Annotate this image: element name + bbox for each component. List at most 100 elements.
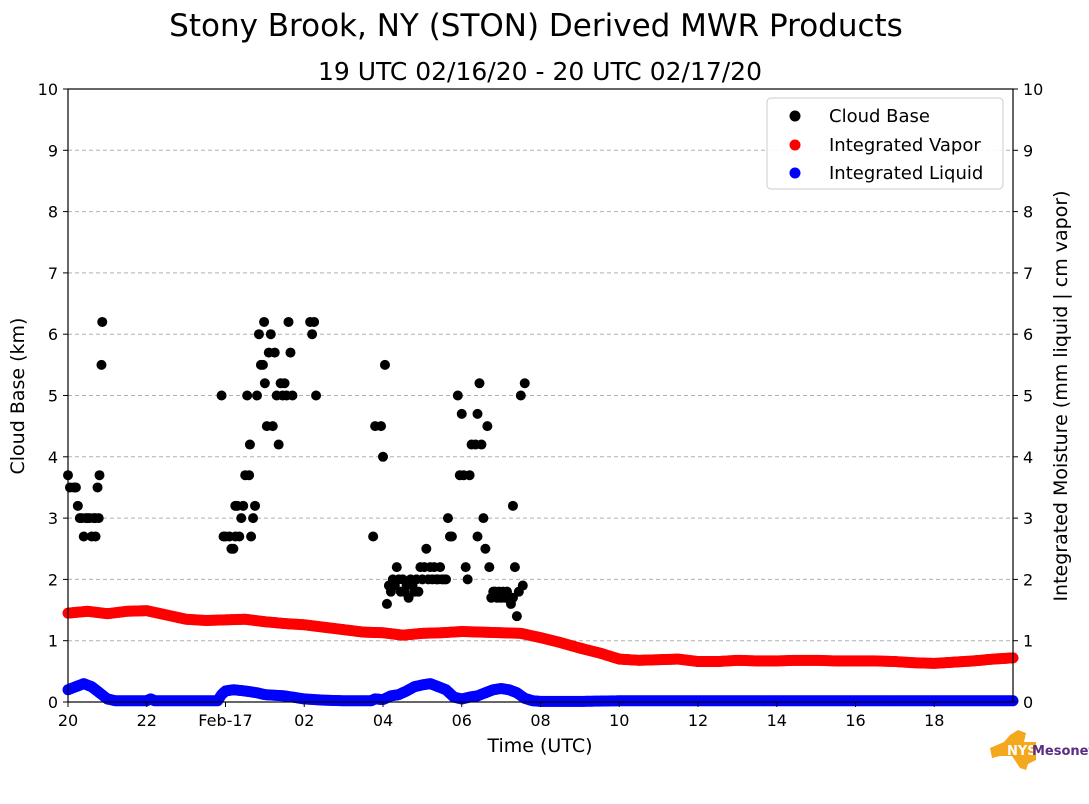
cloud-base-point — [421, 543, 432, 554]
cloud-base-point — [93, 513, 104, 524]
cloud-base-point — [70, 482, 81, 493]
legend-marker-integrated-vapor — [789, 139, 801, 151]
y-tick-label-left: 10 — [38, 80, 58, 99]
logo-mesonet-text: Mesonet — [1032, 744, 1089, 759]
cloud-base-point — [446, 531, 457, 542]
y-tick-label-right: 8 — [1023, 203, 1033, 222]
cloud-base-point — [452, 390, 463, 401]
y-tick-label-right: 1 — [1023, 632, 1033, 651]
cloud-base-point — [273, 439, 284, 450]
cloud-base-point — [248, 513, 259, 524]
cloud-base-point — [259, 378, 270, 389]
grid — [68, 149, 1013, 642]
cloud-base-point — [246, 531, 257, 542]
y-tick-label-left: 2 — [48, 570, 58, 589]
cloud-base-point — [507, 500, 518, 511]
cloud-base-point — [92, 482, 103, 493]
y-tick-label-left: 8 — [48, 203, 58, 222]
legend-marker-cloud-base — [789, 110, 801, 122]
y-tick-label-right: 2 — [1023, 570, 1033, 589]
cloud-base-point — [253, 329, 264, 340]
cloud-base-point — [517, 580, 528, 591]
y-tick-label-left: 9 — [48, 141, 58, 160]
cloud-base-point — [78, 531, 89, 542]
integrated-liquid-series — [62, 678, 1019, 707]
x-tick-label: 06 — [452, 711, 472, 730]
cloud-base-point — [72, 500, 83, 511]
y-tick-label-right: 7 — [1023, 264, 1033, 283]
cloud-base-point — [464, 470, 475, 481]
x-tick-label: 22 — [137, 711, 157, 730]
cloud-base-point — [250, 500, 261, 511]
cloud-base-point — [244, 439, 255, 450]
cloud-base-point — [476, 439, 487, 450]
cloud-base-point — [460, 562, 471, 573]
cloud-base-point — [474, 378, 485, 389]
y-tick-label-right: 9 — [1023, 141, 1033, 160]
cloud-base-point — [376, 421, 387, 432]
cloud-base-point — [462, 574, 473, 585]
cloud-base-point — [283, 316, 294, 327]
cloud-base-point — [482, 421, 493, 432]
cloud-base-point — [269, 347, 280, 358]
cloud-base-point — [472, 531, 483, 542]
cloud-base-point — [287, 390, 298, 401]
cloud-base-point — [456, 408, 467, 419]
x-tick-label: 18 — [924, 711, 944, 730]
y-axis-right-label: Integrated Moisture (mm liquid | cm vapo… — [1050, 190, 1072, 601]
x-tick-label: 10 — [609, 711, 629, 730]
cloud-base-point — [391, 562, 402, 573]
y-tick-label-right: 0 — [1023, 693, 1033, 712]
cloud-base-point — [236, 513, 247, 524]
x-axis-label: Time (UTC) — [486, 735, 592, 757]
cloud-base-point — [97, 316, 108, 327]
cloud-base-point — [279, 378, 290, 389]
cloud-base-point — [242, 390, 253, 401]
cloud-base-point — [234, 531, 245, 542]
y-axis-left-label: Cloud Base (km) — [7, 318, 29, 475]
cloud-base-series — [63, 316, 530, 622]
cloud-base-point — [519, 378, 530, 389]
x-tick-label: 20 — [58, 711, 78, 730]
cloud-base-point — [228, 543, 239, 554]
cloud-base-point — [257, 359, 268, 370]
y-axis-right-ticks: 0 1 2 3 4 5 6 7 8 9 10 — [1013, 80, 1043, 712]
x-tick-label: 08 — [530, 711, 550, 730]
chart-title: Stony Brook, NY (STON) Derived MWR Produ… — [169, 8, 903, 44]
cloud-base-point — [267, 421, 278, 432]
cloud-base-point — [252, 390, 262, 401]
cloud-base-point — [435, 562, 446, 573]
cloud-base-point — [509, 562, 520, 573]
cloud-base-point — [381, 598, 392, 609]
y-tick-label-right: 6 — [1023, 325, 1033, 344]
legend-marker-integrated-liquid — [789, 167, 801, 179]
y-tick-label-right: 5 — [1023, 387, 1033, 406]
y-tick-label-left: 6 — [48, 325, 58, 344]
y-tick-label-left: 3 — [48, 509, 58, 528]
cloud-base-point — [442, 513, 453, 524]
chart-subtitle: 19 UTC 02/16/20 - 20 UTC 02/17/20 — [318, 57, 762, 86]
x-tick-label: 16 — [845, 711, 865, 730]
x-axis-ticks: 20 22 Feb-17 02 04 06 08 10 12 14 16 18 — [58, 702, 944, 730]
cloud-base-point — [484, 562, 495, 573]
y-tick-label-left: 0 — [48, 693, 58, 712]
y-tick-label-left: 7 — [48, 264, 58, 283]
cloud-base-point — [216, 390, 227, 401]
legend-box — [766, 97, 1004, 190]
cloud-base-point — [244, 470, 255, 481]
legend-label-integrated-vapor: Integrated Vapor — [829, 135, 981, 156]
x-tick-label: Feb-17 — [198, 711, 252, 730]
y-tick-label-right: 10 — [1023, 80, 1043, 99]
cloud-base-point — [368, 531, 379, 542]
y-tick-label-left: 1 — [48, 632, 58, 651]
cloud-base-point — [472, 408, 483, 419]
cloud-base-point — [309, 316, 320, 327]
cloud-base-point — [480, 543, 491, 554]
legend-label-integrated-liquid: Integrated Liquid — [829, 163, 983, 184]
cloud-base-point — [379, 359, 390, 370]
y-tick-label-right: 3 — [1023, 509, 1033, 528]
cloud-base-point — [378, 451, 388, 462]
cloud-base-point — [515, 390, 526, 401]
cloud-base-point — [265, 329, 276, 340]
